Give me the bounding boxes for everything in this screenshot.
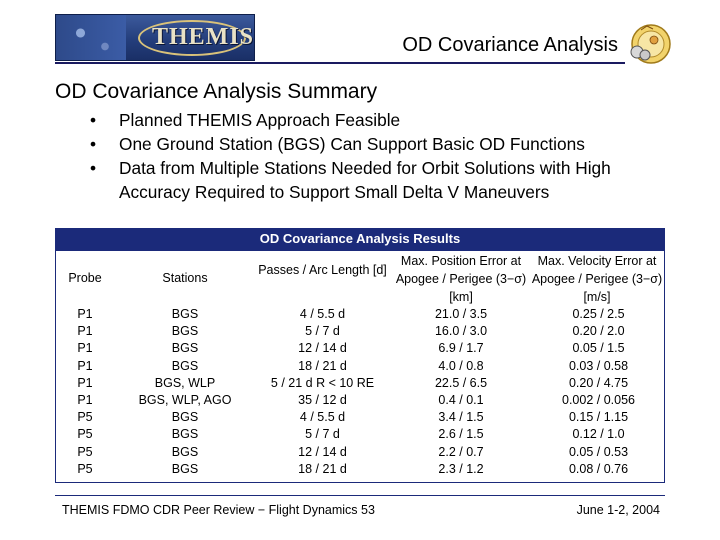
column-header-probe: Probe xyxy=(68,271,102,285)
footer-divider xyxy=(55,495,665,496)
cell-stations: BGS xyxy=(171,324,199,339)
cell-stations: BGS xyxy=(171,461,199,476)
logo-orbit-ring xyxy=(138,20,246,56)
results-table-header: Probe Stations Passes / Arc Length [d] M… xyxy=(55,252,665,306)
bullet-text: One Ground Station (BGS) Can Support Bas… xyxy=(119,134,585,154)
summary-heading: OD Covariance Analysis Summary xyxy=(55,80,378,103)
cell-probe: P1 xyxy=(77,307,93,321)
cell-velocity-error: 0.25 / 2.5 xyxy=(572,307,625,321)
table-row: P1 BGS, WLP, AGO 35 / 12 d 0.4 / 0.1 0.002 /… xyxy=(55,392,665,409)
cell-stations: BGS, WLP, AGO xyxy=(138,392,232,407)
bullet-text: Planned THEMIS Approach Feasible xyxy=(119,110,401,130)
bullet-item: • Data from Multiple Stations Needed for… xyxy=(90,156,680,204)
cell-stations: BGS xyxy=(171,358,199,373)
table-row: P5 BGS 12 / 14 d 2.2 / 0.7 0.05 / 0.53 xyxy=(55,444,665,461)
table-row: P1 BGS 4 / 5.5 d 21.0 / 3.5 0.25 / 2.5 xyxy=(55,306,665,323)
cell-passes: 18 / 21 d xyxy=(298,461,347,476)
cell-position-error: 3.4 / 1.5 xyxy=(438,410,484,425)
cell-probe: P1 xyxy=(77,375,93,390)
cell-passes: 5 / 7 d xyxy=(305,427,340,442)
table-row: P1 BGS 12 / 14 d 6.9 / 1.7 0.05 / 1.5 xyxy=(55,340,665,357)
column-header-velocity-error: Max. Velocity Error at Apogee / Perigee … xyxy=(531,254,663,304)
cell-velocity-error: 0.08 / 0.76 xyxy=(568,461,629,476)
cell-velocity-error: 0.002 / 0.056 xyxy=(562,392,635,407)
cell-stations: BGS xyxy=(171,307,199,321)
page-title: OD Covariance Analysis xyxy=(402,34,618,56)
results-table-frame xyxy=(55,250,665,483)
cell-position-error: 0.4 / 0.1 xyxy=(438,392,484,407)
results-table-body: P1 BGS 4 / 5.5 d 21.0 / 3.5 0.25 / 2.5 P1 BGS 5… xyxy=(55,306,665,478)
bullet-item: • One Ground Station (BGS) Can Support B… xyxy=(90,132,680,156)
table-row: P5 BGS 18 / 21 d 2.3 / 1.2 0.08 / 0.76 xyxy=(55,461,665,478)
footer-date: June 1-2, 2004 xyxy=(576,503,660,517)
cell-passes: 5 / 7 d xyxy=(305,324,340,339)
footer-review-label: THEMIS FDMO CDR Peer Review − Flight Dyn… xyxy=(62,503,375,517)
bullet-text: Data from Multiple Stations Needed for O… xyxy=(119,158,611,202)
cell-probe: P5 xyxy=(77,461,93,476)
column-header-position-error: Max. Position Error at Apogee / Perigee … xyxy=(395,254,527,304)
cell-passes: 12 / 14 d xyxy=(298,341,347,356)
cell-passes: 12 / 14 d xyxy=(298,444,347,459)
cell-velocity-error: 0.05 / 1.5 xyxy=(572,341,625,356)
cell-stations: BGS xyxy=(171,427,199,442)
cell-passes: 4 / 5.5 d xyxy=(299,307,346,321)
bullet-item: • Planned THEMIS Approach Feasible xyxy=(90,108,680,132)
summary-bullet-list: • Planned THEMIS Approach Feasible • One… xyxy=(90,108,680,204)
cell-probe: P1 xyxy=(77,392,93,407)
cell-passes: 18 / 21 d xyxy=(298,358,347,373)
cell-passes: 5 / 21 d R < 10 RE xyxy=(270,375,375,390)
bullet-marker: • xyxy=(90,158,97,178)
cell-position-error: 6.9 / 1.7 xyxy=(438,341,484,356)
cell-passes: 4 / 5.5 d xyxy=(299,410,346,425)
cell-velocity-error: 0.03 / 0.58 xyxy=(568,358,629,373)
table-row: P1 BGS, WLP 5 / 21 d R < 10 RE 22.5 / 6.5 0.… xyxy=(55,375,665,392)
cell-probe: P5 xyxy=(77,427,93,442)
column-header-stations: Stations xyxy=(162,271,208,285)
title-divider xyxy=(55,62,625,64)
table-row: P1 BGS 18 / 21 d 4.0 / 0.8 0.03 / 0.58 xyxy=(55,358,665,375)
cell-position-error: 21.0 / 3.5 xyxy=(434,307,488,321)
cell-stations: BGS xyxy=(171,410,199,425)
cell-probe: P1 xyxy=(77,341,93,356)
bullet-marker: • xyxy=(90,110,97,130)
cell-position-error: 2.3 / 1.2 xyxy=(438,461,484,476)
cell-position-error: 16.0 / 3.0 xyxy=(434,324,488,339)
cell-stations: BGS xyxy=(171,444,199,459)
cell-position-error: 2.2 / 0.7 xyxy=(438,444,484,459)
cell-probe: P5 xyxy=(77,410,93,425)
cell-passes: 35 / 12 d xyxy=(298,392,347,407)
cell-stations: BGS, WLP xyxy=(154,375,216,390)
table-row: P1 BGS 5 / 7 d 16.0 / 3.0 0.20 / 2.0 xyxy=(55,323,665,340)
themis-logo-banner: THEMIS xyxy=(55,14,255,61)
bullet-marker: • xyxy=(90,134,97,154)
table-row: P5 BGS 4 / 5.5 d 3.4 / 1.5 0.15 / 1.15 xyxy=(55,409,665,426)
cell-probe: P5 xyxy=(77,444,93,459)
cell-velocity-error: 0.20 / 2.0 xyxy=(572,324,625,339)
cell-probe: P1 xyxy=(77,358,93,373)
cell-position-error: 2.6 / 1.5 xyxy=(438,427,484,442)
cell-velocity-error: 0.12 / 1.0 xyxy=(572,427,625,442)
cell-velocity-error: 0.05 / 0.53 xyxy=(568,444,629,459)
table-row: P5 BGS 5 / 7 d 2.6 / 1.5 0.12 / 1.0 xyxy=(55,426,665,443)
themis-mission-badge-icon xyxy=(630,24,671,64)
logo-text: THEMIS xyxy=(152,24,255,50)
cell-probe: P1 xyxy=(77,324,93,339)
column-header-passes: Passes / Arc Length [d] xyxy=(258,263,387,277)
cell-stations: BGS xyxy=(171,341,199,356)
cell-position-error: 22.5 / 6.5 xyxy=(434,375,488,390)
cell-velocity-error: 0.15 / 1.15 xyxy=(568,410,629,425)
cell-velocity-error: 0.20 / 4.75 xyxy=(568,375,629,390)
cell-position-error: 4.0 / 0.8 xyxy=(438,358,484,373)
results-title-bar: OD Covariance Analysis Results xyxy=(55,228,665,250)
